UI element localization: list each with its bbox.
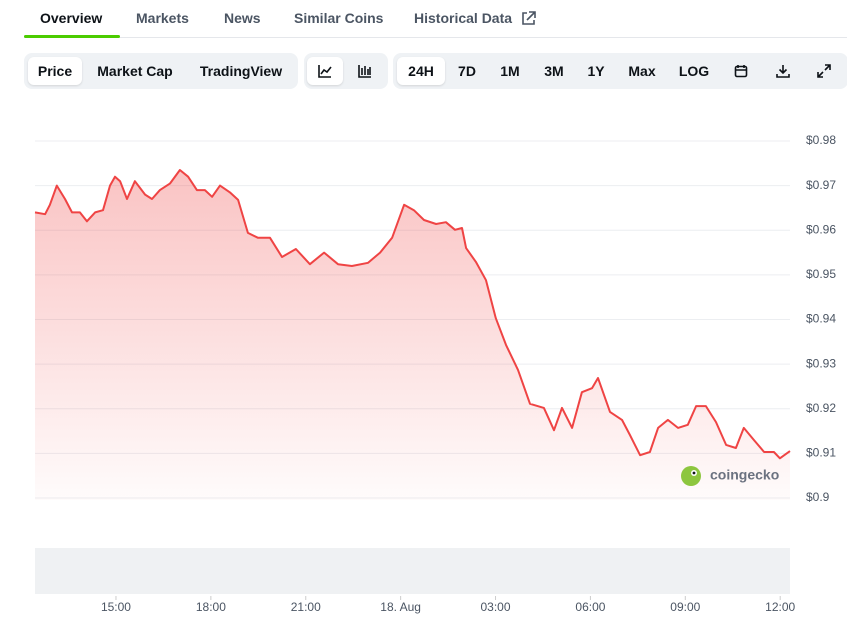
range-button[interactable]: LOG bbox=[678, 63, 710, 79]
external-link-icon bbox=[522, 11, 536, 25]
tab-indicator bbox=[24, 35, 120, 38]
x-tick-label: 03:00 bbox=[481, 600, 511, 614]
tab[interactable]: News bbox=[224, 10, 261, 26]
price-line bbox=[34, 169, 791, 460]
tab[interactable]: Overview bbox=[40, 10, 103, 26]
candle-chart-button[interactable] bbox=[347, 57, 383, 85]
range-button[interactable]: 1Y bbox=[587, 63, 605, 79]
tab[interactable]: Historical Data bbox=[414, 10, 513, 26]
line-chart-button[interactable] bbox=[307, 57, 343, 85]
y-tick-label: $0.94 bbox=[806, 312, 836, 326]
y-tick-label: $0.98 bbox=[806, 133, 836, 147]
y-tick-label: $0.96 bbox=[806, 222, 836, 236]
y-tick-label: $0.95 bbox=[806, 267, 836, 281]
y-tick-label: $0.91 bbox=[806, 446, 836, 460]
watermark: coingecko bbox=[710, 467, 779, 483]
tab-divider bbox=[24, 37, 847, 38]
price-area bbox=[35, 170, 790, 500]
download-button[interactable] bbox=[766, 57, 800, 85]
fullscreen-button[interactable] bbox=[807, 57, 841, 85]
range-button[interactable]: Max bbox=[628, 63, 656, 79]
tab[interactable]: Similar Coins bbox=[294, 10, 384, 26]
range-button[interactable]: 7D bbox=[458, 63, 476, 79]
tab[interactable]: Markets bbox=[136, 10, 189, 26]
view-button[interactable]: Price bbox=[28, 57, 82, 85]
x-tick-label: 18:00 bbox=[196, 600, 226, 614]
x-tick-label: 18. Aug bbox=[380, 600, 421, 614]
y-tick-label: $0.97 bbox=[806, 178, 836, 192]
x-tick-label: 09:00 bbox=[670, 600, 700, 614]
calendar-button[interactable] bbox=[724, 57, 758, 85]
view-button[interactable]: Market Cap bbox=[97, 63, 173, 79]
range-button[interactable]: 3M bbox=[544, 63, 564, 79]
watermark-logo bbox=[681, 466, 701, 486]
range-button[interactable]: 1M bbox=[500, 63, 520, 79]
y-tick-label: $0.92 bbox=[806, 401, 836, 415]
y-tick-label: $0.9 bbox=[806, 490, 830, 504]
range-button[interactable]: 24H bbox=[397, 57, 445, 85]
x-tick-label: 15:00 bbox=[101, 600, 131, 614]
volume-panel bbox=[35, 548, 790, 594]
y-tick-label: $0.93 bbox=[806, 356, 836, 370]
x-tick-label: 21:00 bbox=[291, 600, 321, 614]
x-tick-label: 12:00 bbox=[765, 600, 795, 614]
x-tick-label: 06:00 bbox=[575, 600, 605, 614]
range-group bbox=[393, 53, 847, 89]
view-button[interactable]: TradingView bbox=[199, 63, 283, 79]
